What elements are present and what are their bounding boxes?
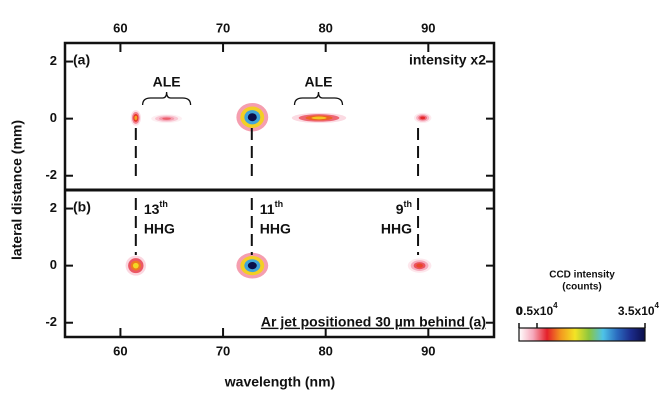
y-tick-label: -2 <box>45 167 57 182</box>
harmonic-number: 13 <box>144 201 160 217</box>
spot <box>311 117 326 120</box>
harmonic-suffix: th <box>159 199 168 209</box>
colorbar <box>519 328 645 341</box>
panel-note: Ar jet positioned 30 µm behind (a) <box>261 314 486 330</box>
harmonic-suffix: th <box>404 199 413 209</box>
harmonic-number: 9 <box>396 201 404 217</box>
harmonic-suffix: th <box>275 199 284 209</box>
annotation: ALE <box>305 74 333 90</box>
colorbar-title: CCD intensity <box>549 270 615 281</box>
x-axis-label: wavelength (nm) <box>224 374 335 390</box>
x-tick-label-top: 90 <box>421 20 435 35</box>
x-tick-label: 80 <box>318 343 332 358</box>
colorbar-tick-exponent: 4 <box>655 301 660 310</box>
y-tick-label: 0 <box>50 257 57 272</box>
chart: wavelength (nm) lateral distance (mm) 60… <box>0 0 666 394</box>
panel-label: (a) <box>73 52 90 68</box>
annotation: ALE <box>153 74 181 90</box>
colorbar-tick-text: 0.5x10 <box>516 304 553 318</box>
x-tick-label-top: 60 <box>113 20 127 35</box>
x-tick-label: 60 <box>113 343 127 358</box>
spot <box>416 264 423 268</box>
spot <box>248 262 257 269</box>
y-tick-label: 0 <box>50 110 57 125</box>
harmonic-label: HHG <box>381 221 412 237</box>
colorbar-tick-label: 0.5x104 <box>516 301 558 318</box>
x-tick-label: 70 <box>216 343 230 358</box>
y-axis-label: lateral distance (mm) <box>9 120 25 260</box>
colorbar-tick-exponent: 4 <box>553 301 558 310</box>
harmonic-label: HHG <box>260 221 291 237</box>
x-tick-label-top: 80 <box>318 20 332 35</box>
harmonic-number: 11 <box>260 201 275 217</box>
colorbar-unit: (counts) <box>562 282 601 293</box>
y-tick-label: 2 <box>50 200 57 215</box>
harmonic-order: 9th <box>396 199 412 216</box>
spot <box>248 113 257 121</box>
x-tick-label-top: 70 <box>216 20 230 35</box>
spot <box>420 117 425 120</box>
x-tick-label: 90 <box>421 343 435 358</box>
harmonic-order: 11th <box>260 199 283 216</box>
spot <box>133 263 139 269</box>
spot <box>162 117 171 119</box>
colorbar-tick-label: 3.5x104 <box>618 301 660 318</box>
colorbar-tick-text: 3.5x10 <box>618 304 655 318</box>
spot <box>134 116 137 120</box>
harmonic-label: HHG <box>144 221 175 237</box>
y-tick-label: 2 <box>50 53 57 68</box>
panel-label: (b) <box>73 199 91 215</box>
brace <box>143 92 191 105</box>
y-tick-label: -2 <box>45 314 57 329</box>
harmonic-order: 13th <box>144 199 168 216</box>
panel-note: intensity x2 <box>409 52 486 68</box>
brace <box>295 92 343 105</box>
